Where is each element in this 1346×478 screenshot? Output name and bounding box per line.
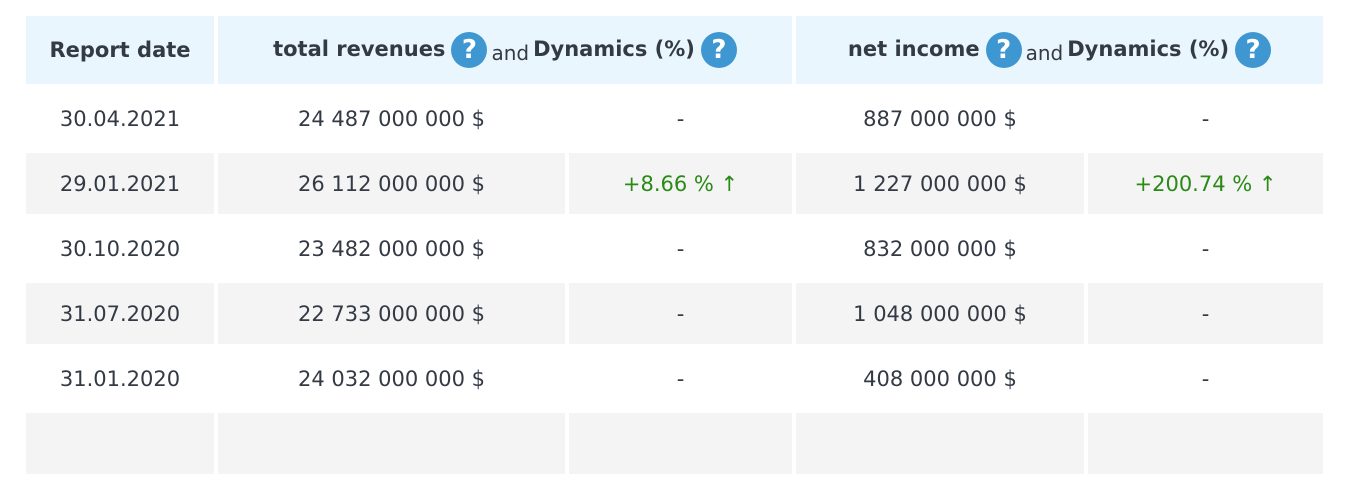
- and-label: and: [491, 41, 530, 65]
- table-row: 31.07.2020 22 733 000 000 $ -1 048 000 000…: [26, 283, 1323, 344]
- revenues-label: total revenues: [273, 37, 446, 61]
- revenue-cell: 22 733 000 000 $: [218, 283, 565, 344]
- revenue-dynamics-cell: -: [569, 283, 792, 344]
- help-icon[interactable]: ?: [1235, 32, 1272, 68]
- net-income-cell: 1 227 000 000 $: [796, 153, 1084, 214]
- header-row: Report date total revenues? and Dynamics (…: [26, 16, 1323, 84]
- header-revenues: total revenues? and Dynamics (%)?: [218, 16, 792, 84]
- revenue-cell: 23 482 000 000 $: [297, 236, 486, 261]
- net-income-dynamics-cell: -: [1201, 236, 1210, 261]
- revenue-dynamics-cell: -: [676, 366, 685, 391]
- report-date-cell: 30.10.2020: [59, 236, 181, 261]
- net-income-dynamics-cell: -: [1201, 366, 1210, 391]
- financials-table: Report date total revenues? and Dynamics (…: [22, 12, 1327, 478]
- dynamics-label: Dynamics (%): [533, 37, 695, 61]
- header-report-date: Report date: [26, 16, 214, 84]
- revenue-cell: 24 487 000 000 $: [297, 106, 486, 131]
- report-date-cell: 29.01.2021: [26, 153, 214, 214]
- net-income-cell: 887 000 000 $: [863, 106, 1017, 131]
- header-net-income: net income? and Dynamics (%)?: [796, 16, 1323, 84]
- and-label: and: [1025, 41, 1064, 65]
- net-income-dynamics-cell: -: [1201, 106, 1210, 131]
- table-row: 30.10.2020 23 482 000 000 $ - 832 000 000 $…: [26, 218, 1323, 279]
- table-row: 29.01.2021 26 112 000 000 $ +8.66 % ↑ 1 227…: [26, 153, 1323, 214]
- table-row: 31.01.2020 24 032 000 000 $ - 408 000 000 $…: [26, 348, 1323, 409]
- revenue-dynamics-cell: +8.66 % ↑: [569, 153, 792, 214]
- help-icon[interactable]: ?: [700, 32, 737, 68]
- table-row: [26, 413, 1323, 474]
- net-income-dynamics-cell: -: [1088, 283, 1323, 344]
- net-income-cell: 1 048 000 000 $: [796, 283, 1084, 344]
- net-income-cell: 832 000 000 $: [863, 236, 1017, 261]
- empty-cell: [1088, 413, 1323, 474]
- dynamics-label: Dynamics (%): [1067, 37, 1230, 61]
- net-income-label: net income: [847, 37, 980, 61]
- empty-cell: [218, 413, 565, 474]
- empty-cell: [796, 413, 1084, 474]
- revenue-cell: 26 112 000 000 $: [218, 153, 565, 214]
- revenue-dynamics-cell: -: [676, 106, 685, 131]
- help-icon[interactable]: ?: [985, 32, 1022, 68]
- report-date-cell: 31.07.2020: [26, 283, 214, 344]
- empty-cell: [569, 413, 792, 474]
- table-row: 30.04.2021 24 487 000 000 $ - 887 000 000 $…: [26, 88, 1323, 149]
- empty-cell: [26, 413, 214, 474]
- report-date-cell: 30.04.2021: [59, 106, 181, 131]
- revenue-cell: 24 032 000 000 $: [297, 366, 486, 391]
- net-income-cell: 408 000 000 $: [863, 366, 1017, 391]
- net-income-dynamics-cell: +200.74 % ↑: [1088, 153, 1323, 214]
- report-date-cell: 31.01.2020: [59, 366, 181, 391]
- help-icon[interactable]: ?: [451, 32, 488, 68]
- revenue-dynamics-cell: -: [676, 236, 685, 261]
